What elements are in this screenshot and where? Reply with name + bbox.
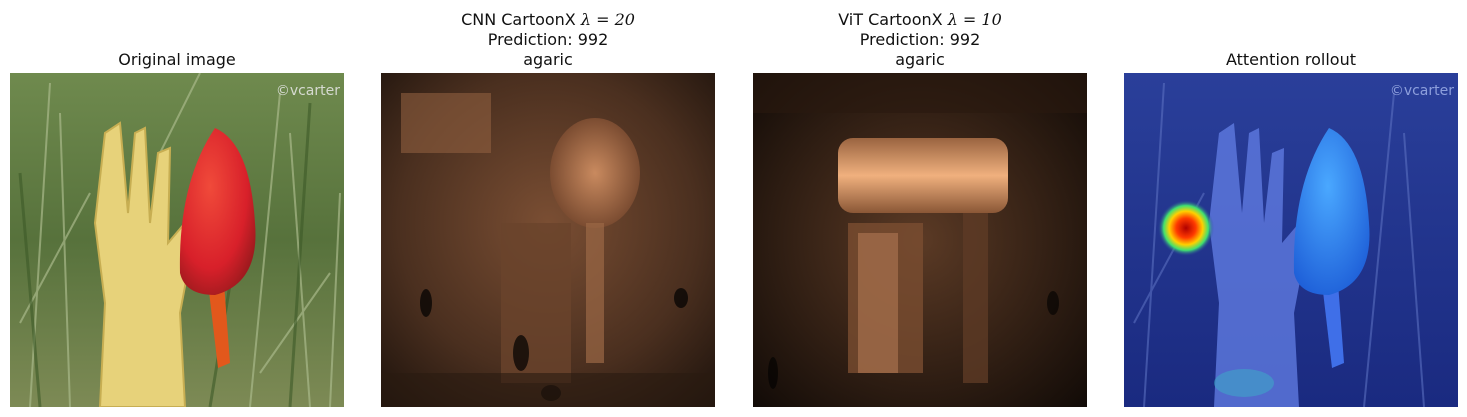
panel-attention-rollout: Attention rollout — [1124, 0, 1458, 417]
title-line: Attention rollout — [1225, 50, 1357, 69]
panel-title: Attention rollout — [1094, 50, 1467, 70]
panel-original-image: Original image — [10, 0, 344, 417]
watermark-text: ©vcarter — [1390, 83, 1454, 99]
attention-rollout-image: ©vcarter — [1124, 73, 1458, 407]
original-image: ©vcarter — [10, 73, 344, 407]
vit-cartoonx-mask — [753, 73, 1087, 407]
prediction-text: Prediction: 992 — [487, 30, 609, 49]
class-label: agaric — [895, 50, 945, 69]
panel-cnn-cartoonx: CNN CartoonX λ = 20 Prediction: 992 agar… — [381, 0, 715, 417]
panel-title: ViT CartoonX λ = 10 Prediction: 992 agar… — [723, 10, 1117, 70]
panel-title: Original image — [0, 50, 374, 70]
lambda-value: λ = 10 — [947, 10, 1002, 29]
title-prefix: CNN CartoonX — [461, 10, 581, 29]
class-label: agaric — [523, 50, 573, 69]
title-line-1: ViT CartoonX λ = 10 — [723, 10, 1117, 30]
watermark-text: ©vcarter — [276, 83, 340, 99]
prediction-text: Prediction: 992 — [859, 30, 981, 49]
cnn-cartoonx-mask — [381, 73, 715, 407]
lambda-value: λ = 20 — [580, 10, 635, 29]
title-line-1: CNN CartoonX λ = 20 — [351, 10, 745, 30]
panel-title: CNN CartoonX λ = 20 Prediction: 992 agar… — [351, 10, 745, 70]
title-line: Original image — [118, 50, 236, 69]
panel-vit-cartoonx: ViT CartoonX λ = 10 Prediction: 992 agar… — [753, 0, 1087, 417]
title-prefix: ViT CartoonX — [838, 10, 948, 29]
